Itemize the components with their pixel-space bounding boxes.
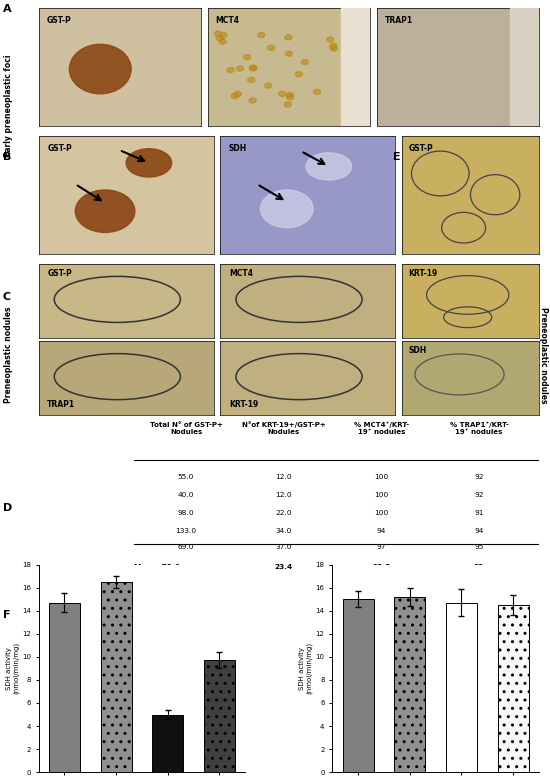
Circle shape xyxy=(227,67,234,73)
Ellipse shape xyxy=(69,44,131,94)
Text: A: A xyxy=(3,4,12,14)
Text: 12.0: 12.0 xyxy=(276,474,292,480)
Circle shape xyxy=(248,77,255,83)
Text: Total N° of GST-P+
Nodules: Total N° of GST-P+ Nodules xyxy=(150,421,223,434)
Text: 37.0: 37.0 xyxy=(276,544,292,550)
Circle shape xyxy=(268,45,275,51)
Text: 133.0: 133.0 xyxy=(175,528,197,534)
Text: GST-P: GST-P xyxy=(409,144,433,153)
Text: 22.0: 22.0 xyxy=(276,510,292,516)
Y-axis label: SDH activity
(nmol/min/mg): SDH activity (nmol/min/mg) xyxy=(299,642,313,694)
Y-axis label: SDH activity
(nmol/min/mg): SDH activity (nmol/min/mg) xyxy=(6,642,19,694)
Text: 23.4: 23.4 xyxy=(274,565,293,570)
Text: TRAP1: TRAP1 xyxy=(47,400,75,410)
Text: Preneoplastic nodules: Preneoplastic nodules xyxy=(4,307,13,403)
Text: D: D xyxy=(3,503,12,513)
Text: Early preneoplastic foci: Early preneoplastic foci xyxy=(4,54,13,157)
Text: SDH: SDH xyxy=(229,144,247,153)
Bar xyxy=(394,597,425,772)
Circle shape xyxy=(330,44,337,48)
Circle shape xyxy=(249,98,256,103)
Text: TRAP1: TRAP1 xyxy=(384,16,412,25)
Text: 94: 94 xyxy=(377,528,386,534)
Ellipse shape xyxy=(306,153,351,180)
Text: 97: 97 xyxy=(377,544,386,550)
Text: 100: 100 xyxy=(374,474,388,480)
Text: 91: 91 xyxy=(474,510,483,516)
Text: KRT-19: KRT-19 xyxy=(409,269,438,278)
Ellipse shape xyxy=(261,190,313,228)
Text: GST-P: GST-P xyxy=(47,269,72,278)
Circle shape xyxy=(244,55,251,60)
Text: B: B xyxy=(3,152,11,162)
Text: 92: 92 xyxy=(474,492,483,498)
Ellipse shape xyxy=(75,190,135,232)
Text: MCT4: MCT4 xyxy=(216,16,240,25)
Circle shape xyxy=(234,91,241,97)
Text: F: F xyxy=(3,610,10,620)
Text: 12.0: 12.0 xyxy=(276,492,292,498)
Circle shape xyxy=(216,36,223,41)
Text: 100: 100 xyxy=(374,492,388,498)
Text: 92: 92 xyxy=(474,474,483,480)
Circle shape xyxy=(330,46,337,51)
Bar xyxy=(446,603,477,772)
Ellipse shape xyxy=(126,149,172,177)
Circle shape xyxy=(285,35,292,40)
Text: GST-P: GST-P xyxy=(47,16,72,25)
Text: 34.0: 34.0 xyxy=(276,528,292,534)
Text: 95: 95 xyxy=(474,544,483,550)
Circle shape xyxy=(250,66,257,71)
Circle shape xyxy=(286,92,293,98)
Bar xyxy=(498,605,529,772)
Circle shape xyxy=(265,83,272,88)
Text: N°of KRT-19+/GST-P+
Nodules: N°of KRT-19+/GST-P+ Nodules xyxy=(242,421,326,435)
Text: Preneoplastic nodules: Preneoplastic nodules xyxy=(539,307,548,403)
Circle shape xyxy=(314,89,321,94)
Circle shape xyxy=(284,102,292,107)
Circle shape xyxy=(327,37,334,42)
Text: 93: 93 xyxy=(474,565,484,570)
Text: 40.0: 40.0 xyxy=(178,492,194,498)
Text: Mean  79.0: Mean 79.0 xyxy=(134,565,180,570)
Text: 98.0: 98.0 xyxy=(178,510,195,516)
Bar xyxy=(341,8,370,126)
Bar xyxy=(152,714,183,772)
Text: 98.2: 98.2 xyxy=(372,565,390,570)
Circle shape xyxy=(301,59,309,65)
Bar xyxy=(204,661,235,772)
Text: SDH: SDH xyxy=(409,346,427,355)
Text: % TRAP1⁺/KRT-
19⁺ nodules: % TRAP1⁺/KRT- 19⁺ nodules xyxy=(449,421,508,435)
Text: % MCT4⁺/KRT-
19⁺ nodules: % MCT4⁺/KRT- 19⁺ nodules xyxy=(354,421,409,435)
Circle shape xyxy=(249,66,256,70)
Text: GST-P: GST-P xyxy=(47,144,72,153)
Circle shape xyxy=(279,91,286,97)
Text: 94: 94 xyxy=(474,528,483,534)
Text: 100: 100 xyxy=(374,510,388,516)
Text: 69.0: 69.0 xyxy=(178,544,194,550)
Circle shape xyxy=(214,31,222,36)
Circle shape xyxy=(258,33,265,37)
Circle shape xyxy=(231,94,238,98)
Bar xyxy=(510,8,539,126)
Text: MCT4: MCT4 xyxy=(229,269,253,278)
Bar xyxy=(343,599,373,772)
Circle shape xyxy=(219,39,226,44)
Circle shape xyxy=(236,66,244,71)
Bar xyxy=(101,582,131,772)
Circle shape xyxy=(287,94,294,100)
Text: E: E xyxy=(393,152,401,162)
Circle shape xyxy=(285,51,293,56)
Text: KRT-19: KRT-19 xyxy=(229,400,258,410)
Text: 55.0: 55.0 xyxy=(178,474,194,480)
Circle shape xyxy=(220,33,227,38)
Circle shape xyxy=(295,72,303,77)
Text: C: C xyxy=(3,292,11,303)
Bar xyxy=(49,603,80,772)
